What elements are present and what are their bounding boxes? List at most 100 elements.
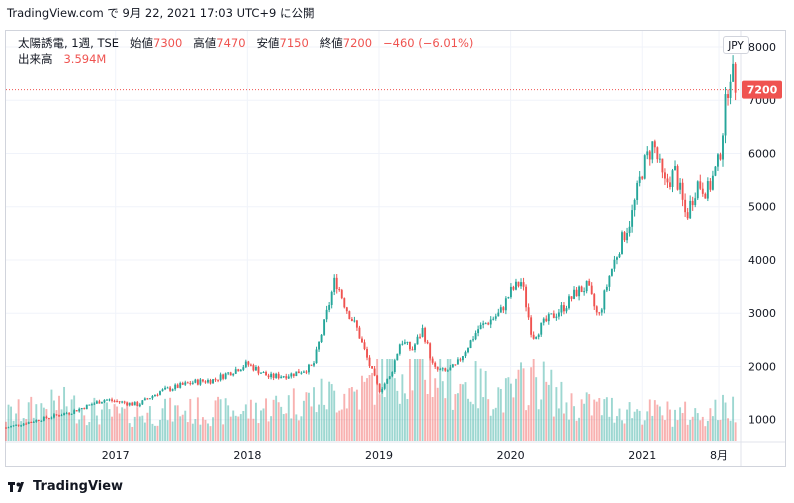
volume-bar	[517, 369, 520, 441]
volume-bar	[464, 382, 467, 441]
volume-bar	[472, 404, 475, 441]
candle-body	[128, 402, 131, 406]
candle-body	[689, 200, 692, 219]
volume-bar	[532, 359, 535, 441]
candle-body	[439, 369, 442, 371]
candle-body	[297, 371, 300, 374]
candle-body	[161, 389, 164, 392]
candle-body	[732, 63, 735, 82]
x-tick-label: 2021	[628, 449, 656, 462]
candle-body	[25, 423, 28, 425]
y-tick-label: 1000	[748, 414, 776, 427]
volume-bar	[148, 406, 151, 441]
candle-body	[287, 376, 290, 379]
candle-body	[247, 361, 250, 365]
volume-bar	[593, 399, 596, 441]
volume-bar	[661, 415, 664, 441]
volume-bar	[393, 378, 396, 441]
volume-bar	[610, 397, 613, 441]
volume-bar	[186, 422, 189, 441]
candle-body	[729, 81, 732, 98]
volume-bar	[537, 409, 540, 441]
volume-bar	[224, 398, 227, 441]
volume-bar	[53, 400, 55, 441]
symbol-label[interactable]: 太陽誘電, 1週, TSE	[18, 36, 120, 50]
volume-bar	[126, 401, 129, 441]
candle-body	[550, 313, 553, 315]
candle-body	[393, 360, 396, 373]
volume-bar	[451, 409, 454, 441]
volume-bar	[151, 423, 154, 441]
volume-bar	[292, 388, 295, 441]
volume-bar	[371, 372, 374, 441]
volume-bar	[340, 409, 343, 441]
chart-frame[interactable]	[5, 30, 786, 467]
candle-body	[535, 336, 538, 339]
volume-bar	[383, 397, 386, 441]
volume-bar	[421, 359, 424, 441]
volume-bar	[47, 419, 50, 441]
volume-bar	[95, 415, 98, 441]
volume-bar	[98, 424, 101, 441]
footer-brand[interactable]: TradingView	[33, 479, 124, 494]
volume-bar	[166, 420, 169, 441]
y-tick-label: 4000	[748, 254, 776, 267]
volume-bar	[318, 404, 321, 441]
volume-bar	[565, 402, 568, 441]
volume-bar	[431, 397, 434, 441]
candle-body	[565, 308, 568, 312]
x-tick-label: 2019	[365, 449, 393, 462]
candle-body	[467, 348, 469, 353]
y-tick-label: 8000	[748, 41, 776, 54]
volume-bar	[722, 394, 724, 441]
candle-body	[381, 388, 384, 392]
volume-bar	[454, 394, 457, 441]
candle-body	[512, 286, 515, 290]
candle-body	[45, 416, 48, 419]
candle-body	[636, 182, 639, 200]
candle-body	[373, 368, 376, 376]
volume-bar	[229, 416, 232, 441]
volume-bar	[199, 424, 202, 441]
volume-bar	[106, 402, 108, 441]
candle-body	[610, 268, 613, 276]
volume-bar	[568, 419, 570, 441]
candle-body	[40, 420, 43, 422]
candle-body	[282, 376, 285, 378]
volume-bar	[686, 424, 689, 441]
volume-bar	[436, 387, 439, 441]
volume-bar	[90, 402, 93, 441]
volume-bar	[701, 416, 704, 441]
volume-bar	[131, 426, 134, 441]
volume-bar	[207, 423, 209, 441]
currency-button[interactable]: JPY	[723, 36, 749, 54]
candle-body	[340, 290, 343, 299]
candle-body	[492, 318, 495, 320]
candle-body	[711, 175, 714, 190]
candle-body	[416, 336, 419, 345]
volume-bar	[262, 408, 265, 441]
candle-body	[224, 373, 227, 379]
candle-body	[42, 416, 45, 421]
candle-body	[320, 334, 323, 343]
candle-body	[469, 340, 472, 349]
candle-body	[295, 371, 298, 377]
volume-bar	[214, 400, 217, 441]
volume-bar	[446, 359, 449, 441]
candle-body	[608, 275, 611, 287]
volume-bar	[484, 370, 487, 441]
candle-body	[338, 289, 341, 291]
volume-bar	[585, 392, 588, 441]
volume-bar	[396, 390, 399, 441]
volume-bar	[184, 410, 187, 441]
candle-body	[487, 323, 490, 325]
candle-body	[537, 334, 540, 337]
candle-body	[600, 309, 603, 313]
candle-body	[214, 379, 217, 381]
volume-bar	[676, 420, 679, 441]
candle-body	[267, 375, 270, 378]
candle-body	[724, 94, 727, 136]
candle-body	[171, 389, 174, 391]
candle-body	[626, 233, 629, 241]
